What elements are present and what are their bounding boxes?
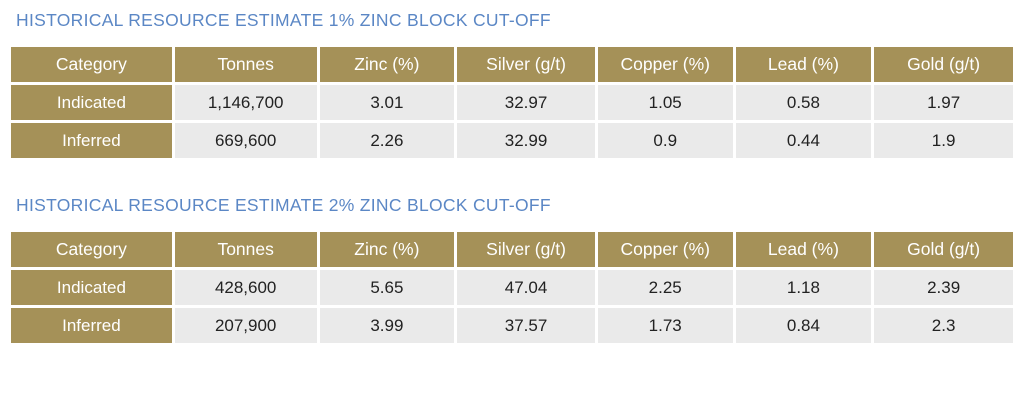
copper-cell: 1.05 (594, 82, 736, 123)
category-cell: Inferred (8, 120, 175, 161)
table-row-indicated: Indicated 1,146,700 3.01 32.97 1.05 0.58… (8, 82, 1016, 123)
column-header-lead: Lead (%) (732, 44, 875, 85)
zinc-cell: 3.01 (316, 82, 458, 123)
resource-section-2pct: HISTORICAL RESOURCE ESTIMATE 2% ZINC BLO… (8, 195, 1016, 346)
table-title-2pct: HISTORICAL RESOURCE ESTIMATE 2% ZINC BLO… (16, 195, 551, 215)
lead-cell: 0.58 (732, 82, 875, 123)
tonnes-cell: 207,900 (171, 305, 320, 346)
column-header-tonnes: Tonnes (171, 229, 320, 270)
column-header-category: Category (8, 44, 175, 85)
lead-cell: 0.44 (732, 120, 875, 161)
lead-cell: 0.84 (732, 305, 875, 346)
zinc-cell: 5.65 (316, 267, 458, 308)
category-cell: Inferred (8, 305, 175, 346)
resource-section-1pct: HISTORICAL RESOURCE ESTIMATE 1% ZINC BLO… (8, 10, 1016, 161)
copper-cell: 2.25 (594, 267, 736, 308)
zinc-cell: 3.99 (316, 305, 458, 346)
gold-cell: 1.97 (871, 82, 1016, 123)
silver-cell: 32.99 (454, 120, 598, 161)
column-header-silver: Silver (g/t) (454, 44, 598, 85)
silver-cell: 32.97 (454, 82, 598, 123)
silver-cell: 37.57 (454, 305, 598, 346)
category-cell: Indicated (8, 267, 175, 308)
column-header-copper: Copper (%) (594, 44, 736, 85)
copper-cell: 1.73 (594, 305, 736, 346)
column-header-category: Category (8, 229, 175, 270)
column-header-gold: Gold (g/t) (871, 44, 1016, 85)
resource-table-1pct: Category Tonnes Zinc (%) Silver (g/t) Co… (8, 44, 1016, 161)
table-row-inferred: Inferred 207,900 3.99 37.57 1.73 0.84 2.… (8, 305, 1016, 346)
page: HISTORICAL RESOURCE ESTIMATE 1% ZINC BLO… (8, 10, 1016, 346)
tonnes-cell: 1,146,700 (171, 82, 320, 123)
gold-cell: 2.39 (871, 267, 1016, 308)
column-header-copper: Copper (%) (594, 229, 736, 270)
category-cell: Indicated (8, 82, 175, 123)
silver-cell: 47.04 (454, 267, 598, 308)
copper-cell: 0.9 (594, 120, 736, 161)
tonnes-cell: 428,600 (171, 267, 320, 308)
resource-table-2pct: Category Tonnes Zinc (%) Silver (g/t) Co… (8, 229, 1016, 346)
column-header-tonnes: Tonnes (171, 44, 320, 85)
table-row-indicated: Indicated 428,600 5.65 47.04 2.25 1.18 2… (8, 267, 1016, 308)
column-header-silver: Silver (g/t) (454, 229, 598, 270)
tonnes-cell: 669,600 (171, 120, 320, 161)
zinc-cell: 2.26 (316, 120, 458, 161)
column-header-zinc: Zinc (%) (316, 44, 458, 85)
gold-cell: 1.9 (871, 120, 1016, 161)
lead-cell: 1.18 (732, 267, 875, 308)
header-row: Category Tonnes Zinc (%) Silver (g/t) Co… (8, 44, 1016, 85)
column-header-zinc: Zinc (%) (316, 229, 458, 270)
header-row: Category Tonnes Zinc (%) Silver (g/t) Co… (8, 229, 1016, 270)
table-title-1pct: HISTORICAL RESOURCE ESTIMATE 1% ZINC BLO… (16, 10, 551, 30)
gold-cell: 2.3 (871, 305, 1016, 346)
table-row-inferred: Inferred 669,600 2.26 32.99 0.9 0.44 1.9 (8, 120, 1016, 161)
column-header-gold: Gold (g/t) (871, 229, 1016, 270)
column-header-lead: Lead (%) (732, 229, 875, 270)
